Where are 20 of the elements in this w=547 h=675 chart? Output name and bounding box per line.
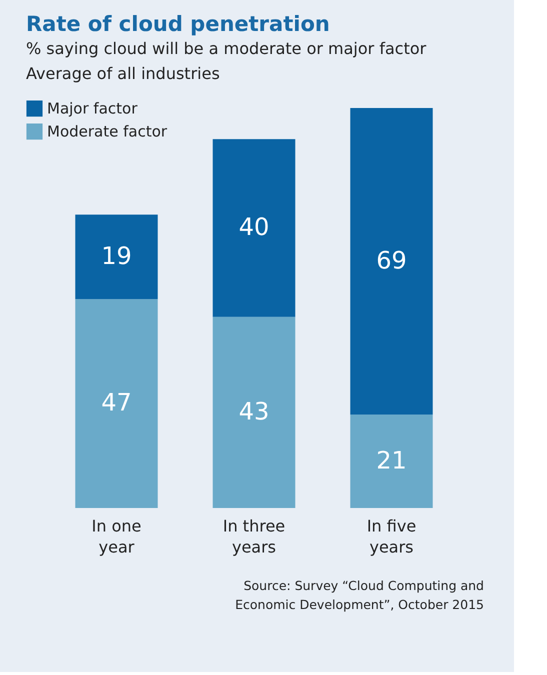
bar [212, 139, 296, 317]
bar [212, 316, 296, 508]
data-label: 21 [376, 446, 407, 474]
chart-subtitle: % saying cloud will be a moderate or major factor Average of all industries [26, 39, 427, 83]
data-label: 40 [238, 213, 270, 241]
data-label: 69 [376, 246, 407, 274]
data-label: 47 [101, 388, 132, 417]
data-label: 19 [101, 242, 132, 270]
x-tick-label: In five years [366, 516, 416, 556]
bar [350, 108, 433, 415]
legend-label: Major factor [47, 100, 138, 118]
x-tick-label: In three years [222, 516, 286, 556]
bar [350, 414, 433, 508]
bar [75, 214, 158, 300]
data-label: 43 [238, 397, 270, 426]
x-tick-label: In one year [92, 516, 142, 556]
legend-label: Moderate factor [47, 122, 168, 140]
chart-title: Rate of cloud penetration [26, 12, 330, 36]
source-note: Source: Survey “Cloud Computing and Economic Development”, October 2015 [235, 578, 484, 612]
bar [75, 299, 158, 508]
